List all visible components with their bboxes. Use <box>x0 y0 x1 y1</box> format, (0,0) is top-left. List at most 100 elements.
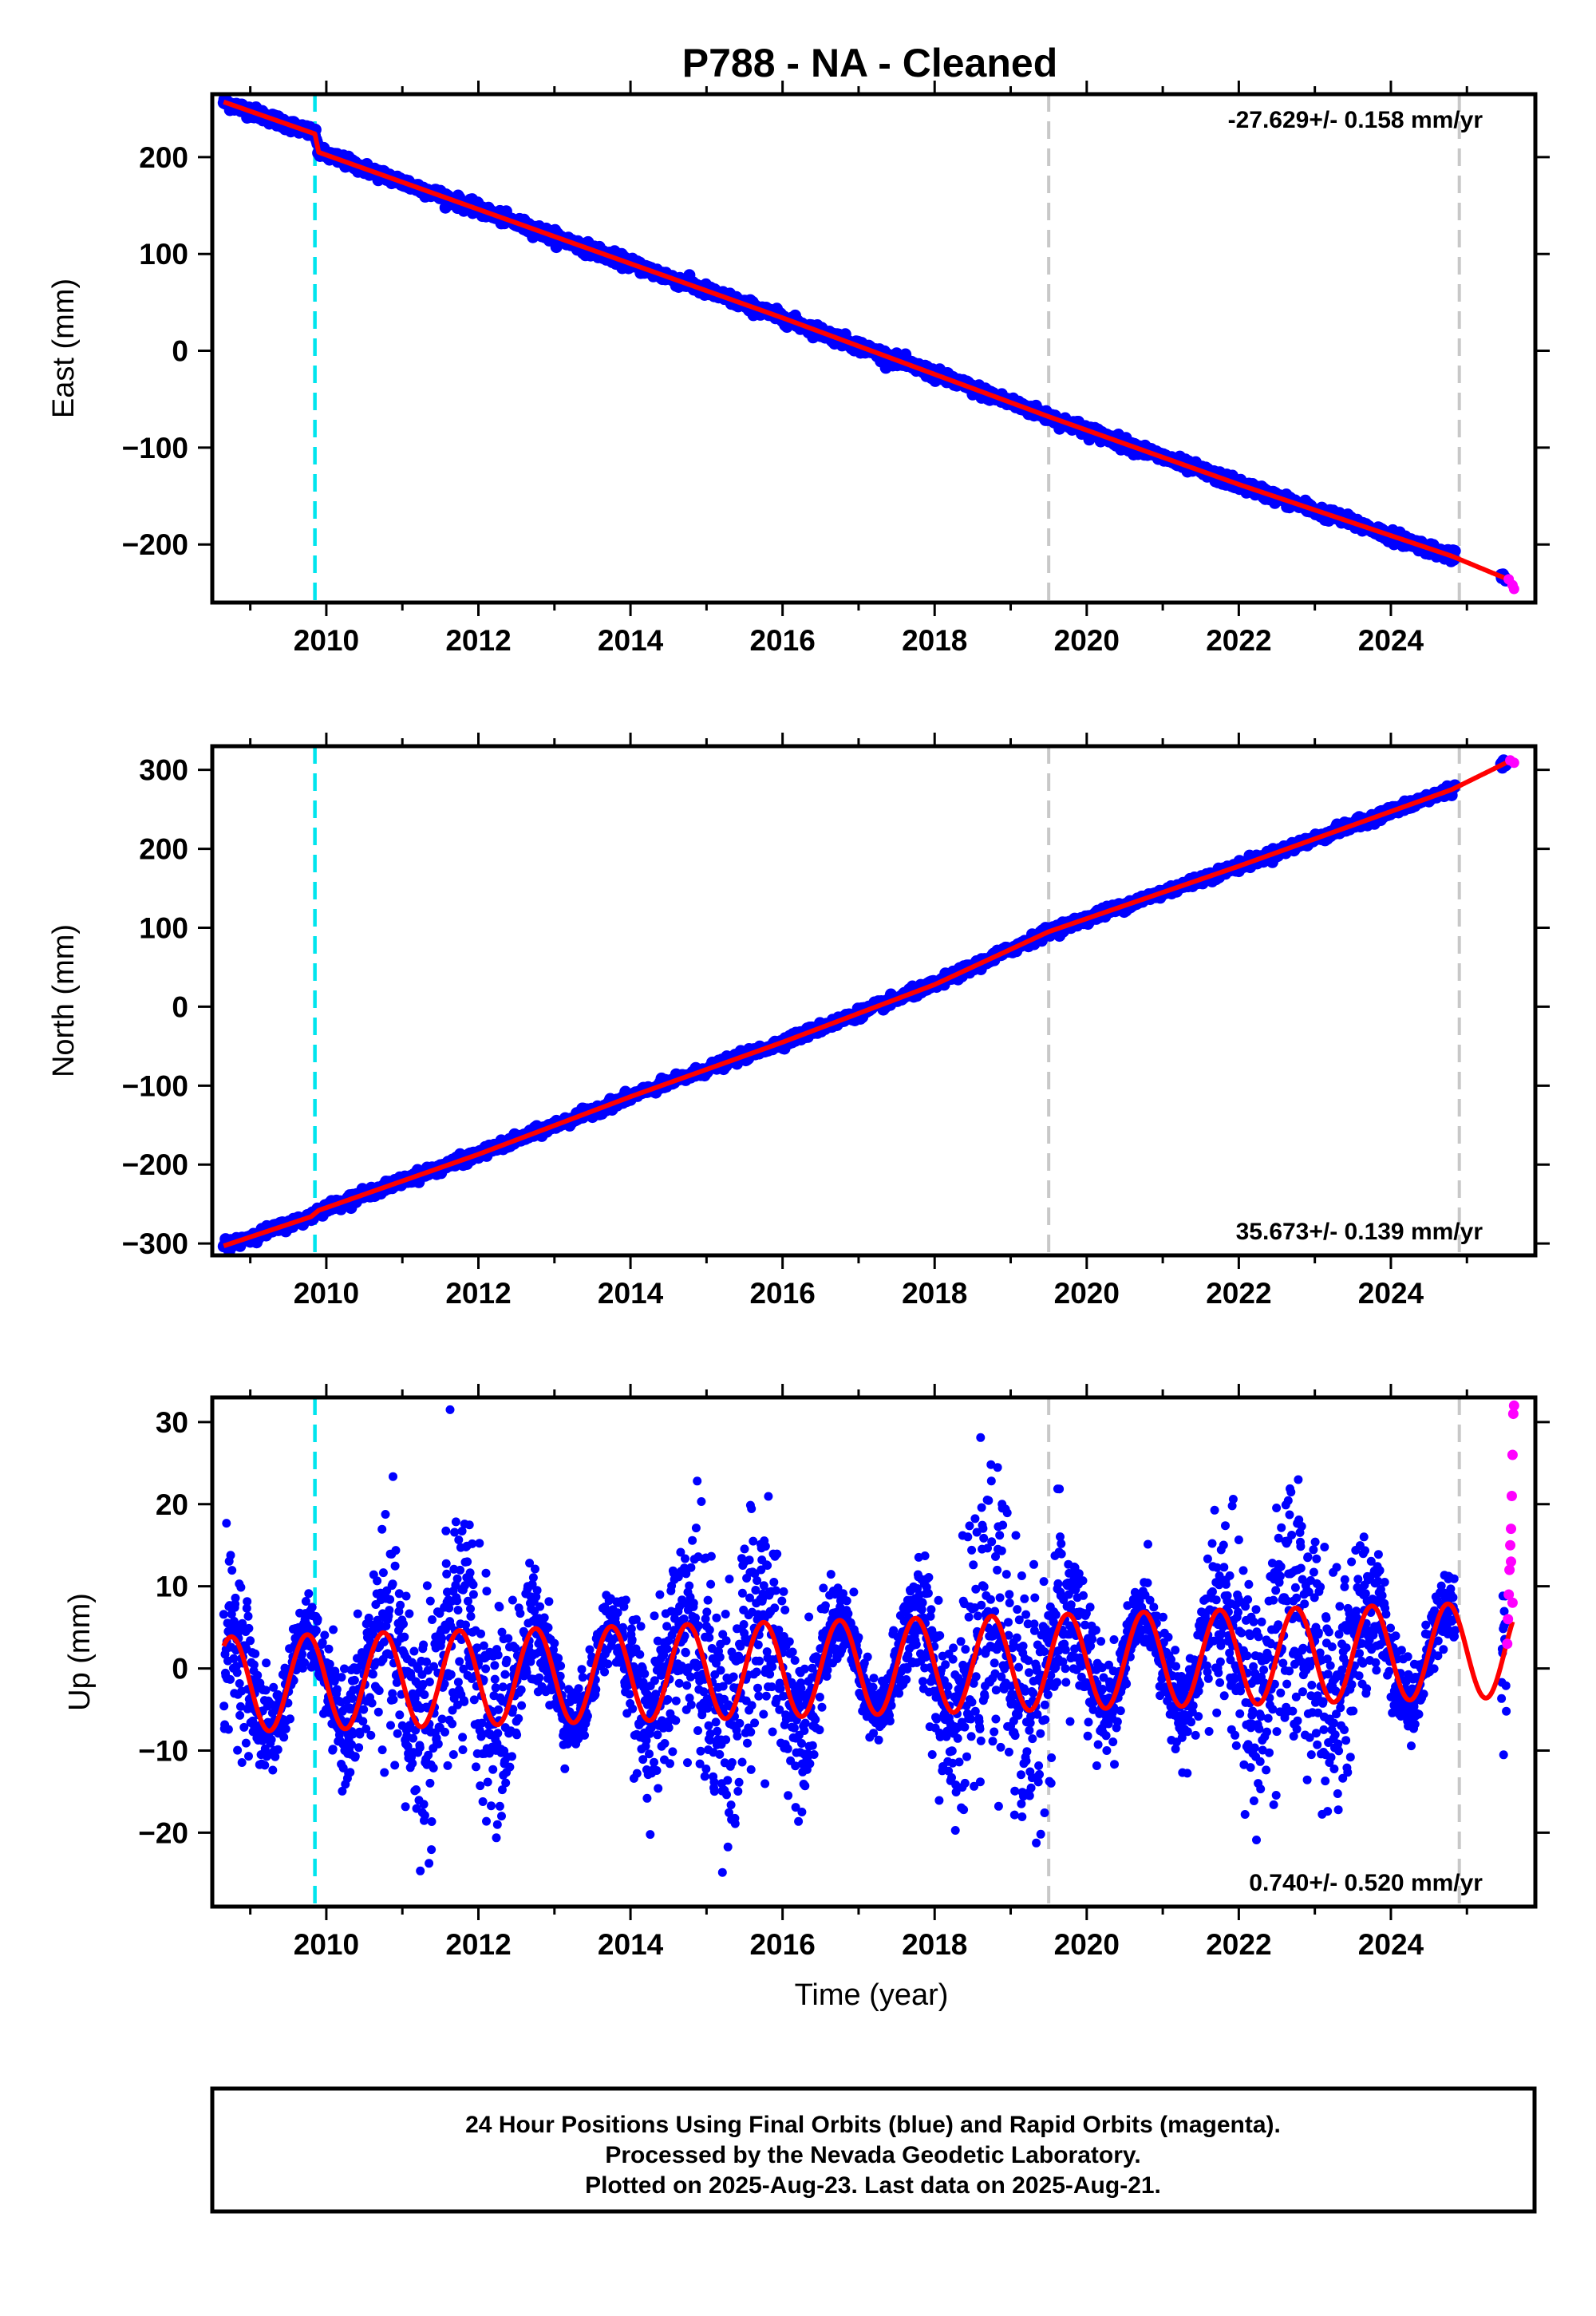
data-point <box>261 1686 271 1695</box>
data-point <box>476 1781 485 1791</box>
data-point <box>368 1670 377 1679</box>
data-point <box>497 1812 506 1821</box>
data-point <box>389 1472 397 1481</box>
y-tick-label: 0 <box>172 990 188 1023</box>
data-point <box>311 1626 321 1635</box>
y-tick-label: −100 <box>122 432 188 464</box>
data-point <box>458 1733 468 1742</box>
data-point <box>318 1638 327 1647</box>
data-point <box>495 1603 504 1612</box>
data-point <box>450 1528 460 1537</box>
data-point <box>451 1517 460 1527</box>
data-point <box>233 1745 243 1755</box>
y-tick-label: 200 <box>139 141 188 174</box>
x-tick-label: 2010 <box>294 624 359 657</box>
panel-up: 2010 2012 2014 2016 2018 2020 2022 2024−20−1001… <box>63 1384 1550 1961</box>
plot-area <box>219 1397 1519 1907</box>
data-point <box>466 1604 475 1614</box>
data-point <box>385 1595 395 1604</box>
data-point <box>452 1574 462 1583</box>
x-tick-label: 2018 <box>902 1277 967 1310</box>
data-point <box>481 1568 491 1578</box>
data-point <box>385 1606 394 1615</box>
panel-east: 2010 2012 2014 2016 2018 2020 2022 2024−200−100… <box>47 81 1550 657</box>
data-point <box>422 1657 431 1666</box>
data-point <box>441 1559 451 1568</box>
data-point <box>500 1670 510 1679</box>
data-point <box>246 1636 255 1646</box>
panel-north: 2010 2012 2014 2016 2018 2020 2022 2024−300−200… <box>47 733 1550 1310</box>
data-point <box>227 1566 237 1575</box>
data-point <box>442 1569 452 1579</box>
y-tick-label: 100 <box>139 912 188 945</box>
data-point <box>243 1597 252 1607</box>
data-point <box>267 1735 276 1745</box>
data-point <box>400 1632 409 1642</box>
data-point <box>492 1820 502 1829</box>
data-point <box>391 1546 401 1555</box>
data-point <box>251 1649 260 1658</box>
data-point <box>502 1655 512 1665</box>
rate-annotation: 35.673+/- 0.139 mm/yr <box>1236 1219 1483 1245</box>
data-point <box>472 1762 480 1772</box>
data-point <box>231 1593 240 1603</box>
data-point <box>456 1565 465 1575</box>
x-tick-label: 2014 <box>598 624 664 657</box>
data-point <box>366 1730 376 1740</box>
data-point <box>531 1564 539 1574</box>
data-point <box>504 1634 513 1643</box>
final-orbit-points <box>217 754 1512 1255</box>
data-point <box>483 1777 492 1787</box>
y-tick-label: 200 <box>139 833 188 866</box>
data-point <box>226 1674 235 1684</box>
data-point <box>422 1581 432 1591</box>
data-point <box>482 1587 492 1596</box>
data-point <box>350 1675 359 1685</box>
data-point <box>514 1713 523 1723</box>
data-point <box>313 1614 322 1624</box>
data-point <box>479 1641 488 1650</box>
data-point <box>505 1762 515 1772</box>
data-point <box>381 1510 390 1519</box>
data-point <box>428 1615 437 1624</box>
data-point <box>307 1603 317 1612</box>
data-point <box>478 1797 488 1806</box>
data-point <box>329 1625 338 1634</box>
data-point <box>452 1596 462 1606</box>
data-point <box>468 1580 478 1590</box>
data-point <box>226 1551 235 1560</box>
data-point <box>441 1526 451 1535</box>
y-tick-label: 300 <box>139 754 188 787</box>
data-point <box>460 1697 469 1706</box>
data-point <box>508 1595 517 1605</box>
data-point <box>373 1576 382 1586</box>
data-point <box>501 1778 511 1788</box>
data-point <box>528 1573 538 1583</box>
data-point <box>325 1659 334 1669</box>
y-axis-label: North (mm) <box>47 924 81 1077</box>
data-point <box>420 1811 429 1820</box>
y-tick-label: −200 <box>122 1148 188 1181</box>
data-point <box>232 1668 242 1678</box>
data-point <box>401 1591 411 1601</box>
data-point <box>446 1670 456 1679</box>
data-point <box>279 1733 289 1742</box>
data-point <box>437 1634 447 1643</box>
x-tick-label: 2010 <box>294 1277 359 1310</box>
data-point <box>416 1866 425 1875</box>
y-tick-label: 100 <box>139 238 188 271</box>
data-point <box>354 1743 364 1753</box>
plot-area <box>217 746 1519 1255</box>
data-point <box>223 1725 233 1734</box>
y-tick-label: −300 <box>122 1227 188 1260</box>
data-point <box>386 1721 395 1730</box>
data-point <box>455 1657 464 1666</box>
data-point <box>390 1761 400 1770</box>
data-point <box>243 1611 253 1621</box>
data-point <box>346 1768 355 1777</box>
x-tick-label: 2016 <box>749 624 815 657</box>
data-point <box>516 1609 525 1618</box>
data-point <box>482 1816 491 1826</box>
data-point <box>490 1674 500 1684</box>
data-point <box>454 1535 464 1544</box>
